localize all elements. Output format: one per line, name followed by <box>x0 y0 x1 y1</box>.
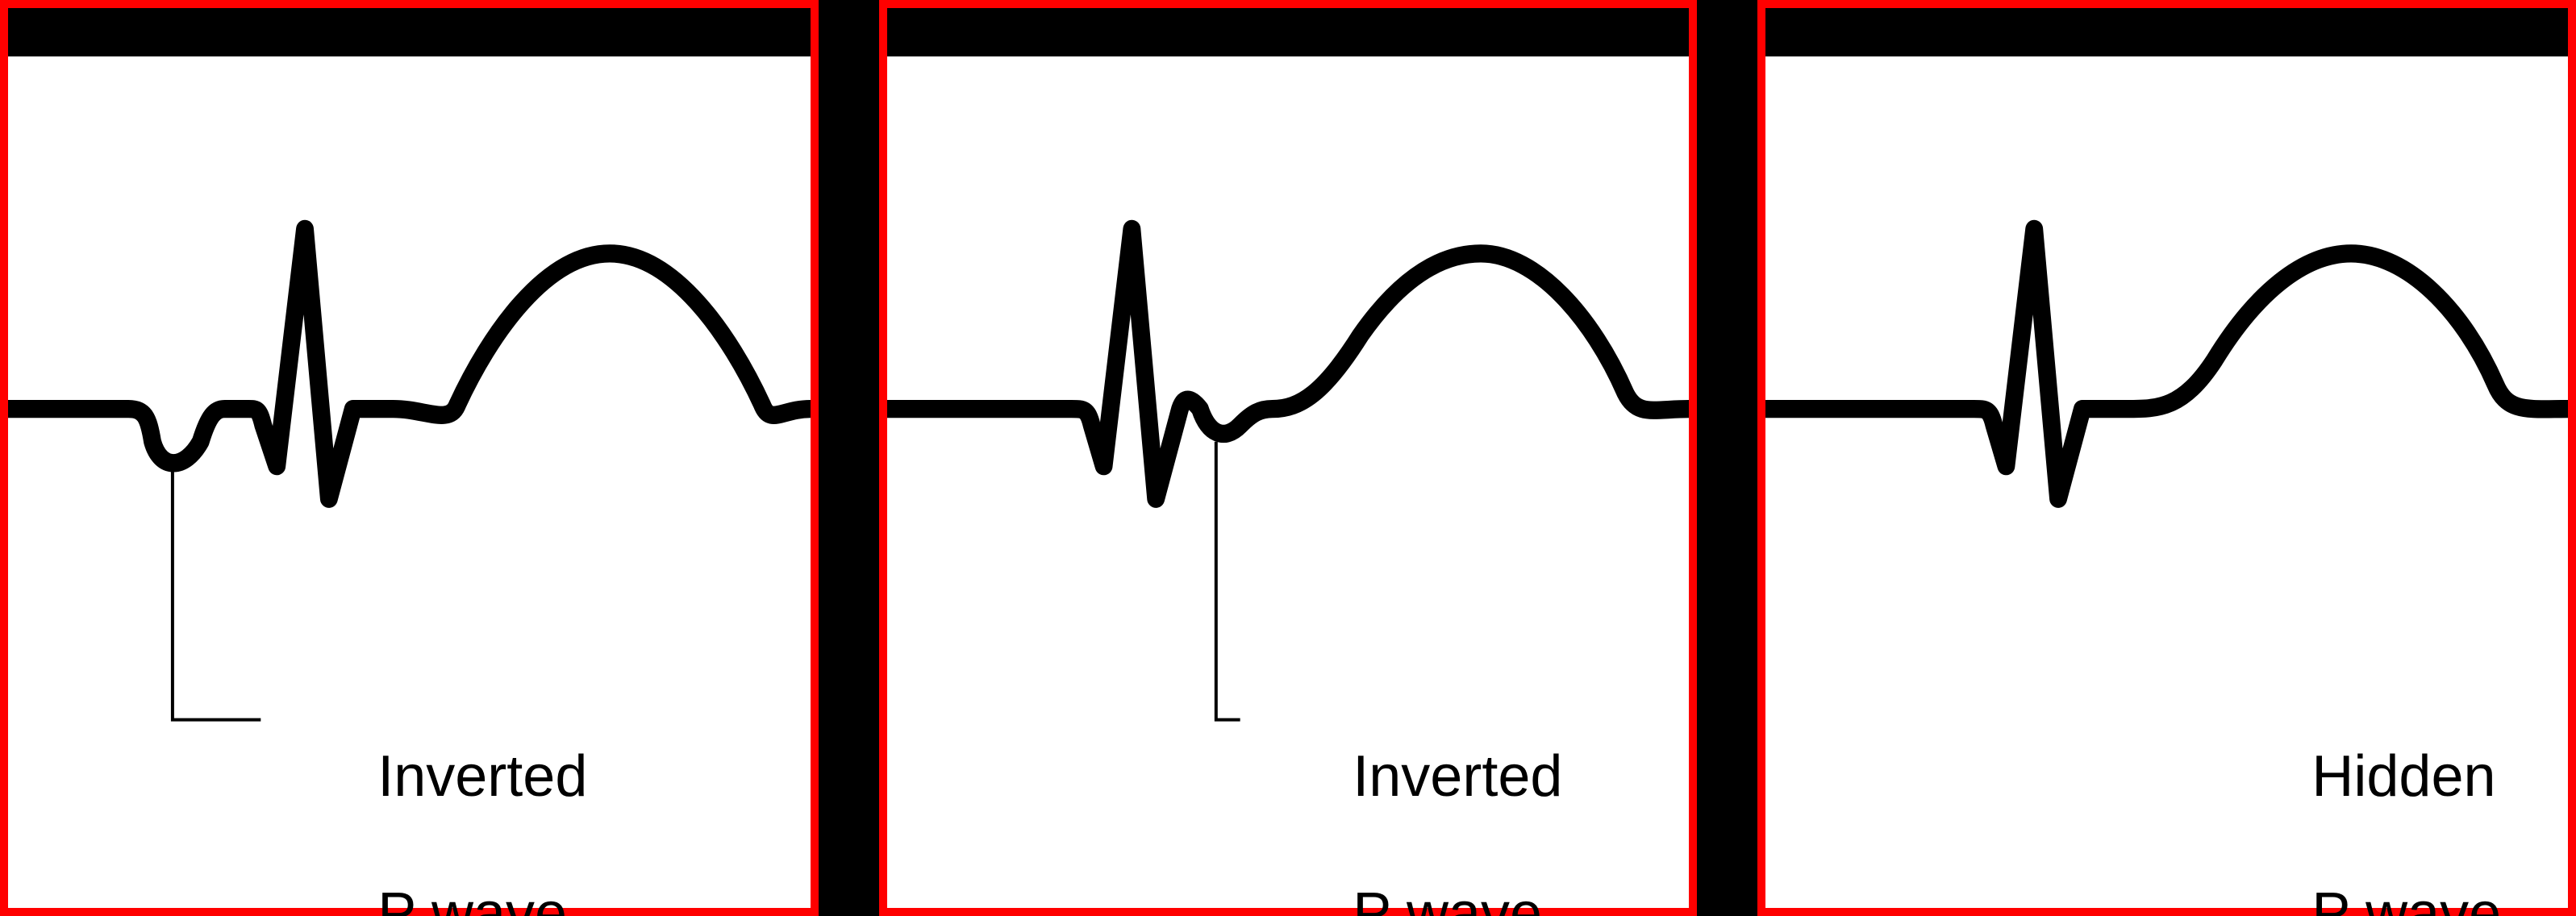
panel-2-label-line2: P wave <box>1353 881 1542 916</box>
panels-container: Inverted P wave Inverted P wave Hidden P… <box>0 0 2576 916</box>
ecg-panel-2: Inverted P wave <box>879 0 1698 916</box>
indicator-line-2 <box>1215 442 1240 720</box>
panel-3-label: Hidden P wave <box>2215 674 2501 916</box>
ecg-waveform-2 <box>887 229 1690 499</box>
panel-2-label: Inverted P wave <box>1256 674 1562 916</box>
panel-1-label-line2: P wave <box>377 881 567 916</box>
panel-1-label-line1: Inverted <box>377 744 587 809</box>
panel-3-label-line1: Hidden <box>2311 744 2495 809</box>
indicator-line-1 <box>173 462 261 720</box>
panel-1-label: Inverted P wave <box>281 674 587 916</box>
ecg-panel-3: Hidden P wave <box>1757 0 2576 916</box>
panel-3-label-line2: P wave <box>2311 881 2501 916</box>
ecg-waveform-3 <box>1765 229 2568 499</box>
ecg-panel-1: Inverted P wave <box>0 0 819 916</box>
panel-2-label-line1: Inverted <box>1353 744 1562 809</box>
ecg-waveform-1 <box>8 229 811 499</box>
